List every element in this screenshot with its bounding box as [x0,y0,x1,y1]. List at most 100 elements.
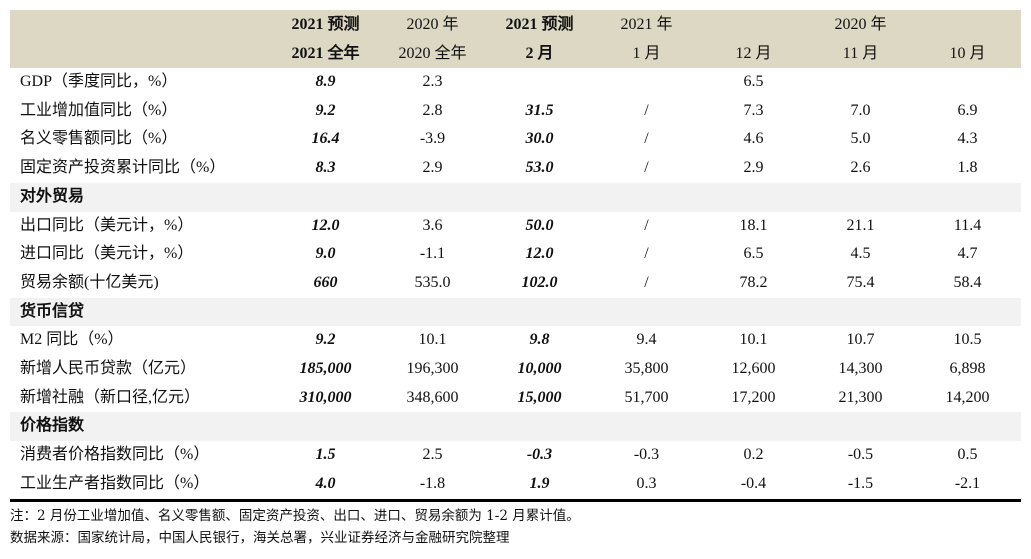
table-row: 贸易余额(十亿美元) 660 535.0 102.0 / 78.2 75.4 58.4 [10,269,1021,298]
table-cell: 10.7 [846,331,875,349]
table-cell: 18.1 [739,216,768,234]
table-cell: 12.0 [525,245,554,263]
header-row-2: 2021 全年 2020 全年 2 月 1 月 12 月 11 月 10 月 [10,39,1022,68]
table-cell: 6.5 [743,245,764,263]
header-blank [10,39,272,68]
table-cell: 2.9 [743,159,764,177]
row-label: 进口同比（美元计，%） [20,245,194,263]
table-cell [486,68,593,97]
table-cell: / [644,130,649,148]
row-label: GDP（季度同比，%） [20,73,178,90]
table-cell: 51,700 [624,388,669,406]
table-row: M2 同比（%） 9.2 10.1 9.8 9.4 10.1 10.7 10.5 [10,326,1021,355]
table-row: 新增人民币贷款（亿元） 185,000 196,300 10,000 35,800 12,… [10,355,1021,384]
header-blank [10,10,272,39]
table-cell [593,68,700,97]
section-title: 货币信贷 [20,302,85,320]
table-cell: 2.8 [422,101,443,119]
table-cell: -2.1 [914,469,1022,502]
table-cell: 1.8 [957,159,978,177]
row-label: 新增社融（新口径,亿元） [20,388,201,406]
notes: 注：2 月份工业增加值、名义零售额、固定资产投资、出口、进口、贸易余额为 1-2… [10,505,580,549]
table-cell: 9.8 [529,331,550,349]
section-row: 货币信贷 [10,297,1022,327]
section-row: 对外贸易 [10,182,1022,212]
table-row: 工业生产者指数同比（%） 4.0 -1.8 1.9 0.3 -0.4 -1.5 -2.1 [10,469,1022,502]
table-row: 固定资产投资累计同比（%） 8.3 2.9 53.0 / 2.9 2.6 1.8 [10,154,1021,183]
table-cell: -0.3 [633,446,660,464]
table-cell: 11.4 [953,216,982,234]
row-label: 工业增加值同比（%） [20,101,178,119]
table-cell: 102.0 [521,273,558,291]
table-cell [914,68,1021,97]
table-cell: 185,000 [299,360,352,378]
table-row: 进口同比（美元计，%） 9.0 -1.1 12.0 / 6.5 4.5 4.7 [10,240,1021,269]
header-row-1: 2021 预测 2020 年 2021 预测 2021 年 2020 年 [10,10,1022,39]
table-cell: 14,300 [838,360,883,378]
table-row: 新增社融（新口径,亿元） 310,000 348,600 15,000 51,700 17… [10,384,1021,413]
table-cell: -0.3 [526,446,553,464]
table-row: 出口同比（美元计，%） 12.0 3.6 50.0 / 18.1 21.1 11.4 [10,212,1021,241]
table-cell: 7.3 [743,101,764,119]
row-label: 工业生产者指数同比（%） [10,469,272,502]
table-cell: 2.3 [422,73,443,90]
table-row: 名义零售额同比（%） 16.4 -3.9 30.0 / 4.6 5.0 4.3 [10,125,1021,154]
row-label: 新增人民币贷款（亿元） [20,360,197,378]
table-cell: 53.0 [525,159,554,177]
table-cell: 10,000 [517,360,562,378]
table-cell: 10.1 [418,331,447,349]
table-cell: / [644,216,649,234]
section-row: 价格指数 [10,412,1022,442]
table-cell: 2.9 [422,159,443,177]
table-cell: 1.5 [315,446,336,464]
table-cell: 196,300 [406,360,459,378]
table-row: GDP（季度同比，%） 8.9 2.3 6.5 [10,68,1021,97]
table-cell: 30.0 [525,130,554,148]
header-cell: 2021 全年 [291,45,360,62]
table-cell: 310,000 [299,388,352,406]
table-cell: 9.0 [315,245,336,263]
section-title: 对外贸易 [20,187,85,205]
header-cell: 2021 预测 [505,16,574,33]
row-label: 名义零售额同比（%） [20,130,178,148]
table-cell: -1.5 [807,469,914,502]
table-cell: 8.3 [315,159,336,177]
section-title: 价格指数 [20,417,85,435]
table-cell: 0.3 [593,469,700,502]
table-row: 消费者价格指数同比（%） 1.5 2.5 -0.3 -0.3 0.2 -0.5 0.5 [10,441,1021,470]
header-cell: 2021 预测 [291,16,360,33]
table-body: GDP（季度同比，%） 8.9 2.3 6.5 工业增加值同比（%） 9.2 2.8 31.5… [10,68,1022,502]
table-cell: / [644,101,649,119]
row-label: M2 同比（%） [20,331,124,349]
table-cell: -0.4 [700,469,807,502]
header-cell: 12 月 [735,45,772,62]
economic-forecast-table-container: 2021 预测 2020 年 2021 预测 2021 年 2020 年 202… [10,10,1022,502]
table-cell: 0.2 [743,446,764,464]
table-cell: 535.0 [414,273,451,291]
header-cell: 2020 年 [406,16,459,33]
table-cell: 8.9 [315,73,336,90]
table-cell: 4.7 [957,245,978,263]
table-cell: 0.5 [957,446,978,464]
table-cell: 4.5 [850,245,871,263]
table-cell: 12,600 [731,360,776,378]
table-cell: 75.4 [846,273,875,291]
table-cell: 9.2 [315,331,336,349]
table-cell: 2.6 [850,159,871,177]
footnote: 注：2 月份工业增加值、名义零售额、固定资产投资、出口、进口、贸易余额为 1-2… [10,508,580,524]
table-cell: 21.1 [846,216,875,234]
table-cell: 7.0 [850,101,871,119]
table-cell: / [644,245,649,263]
table-cell: 4.3 [957,130,978,148]
table-cell: -3.9 [419,130,446,148]
table-cell: 2.5 [422,446,443,464]
table-cell: 10.1 [739,331,768,349]
data-source: 数据来源：国家统计局，中国人民银行，海关总署，兴业证券经济与金融研究院整理 [10,530,510,546]
table-cell: 35,800 [624,360,669,378]
table-cell: 4.6 [743,130,764,148]
table-cell: 17,200 [731,388,776,406]
table-cell: 16.4 [311,130,340,148]
table-cell: 348,600 [406,388,459,406]
table-cell: 9.4 [636,331,657,349]
table-cell: 12.0 [311,216,340,234]
